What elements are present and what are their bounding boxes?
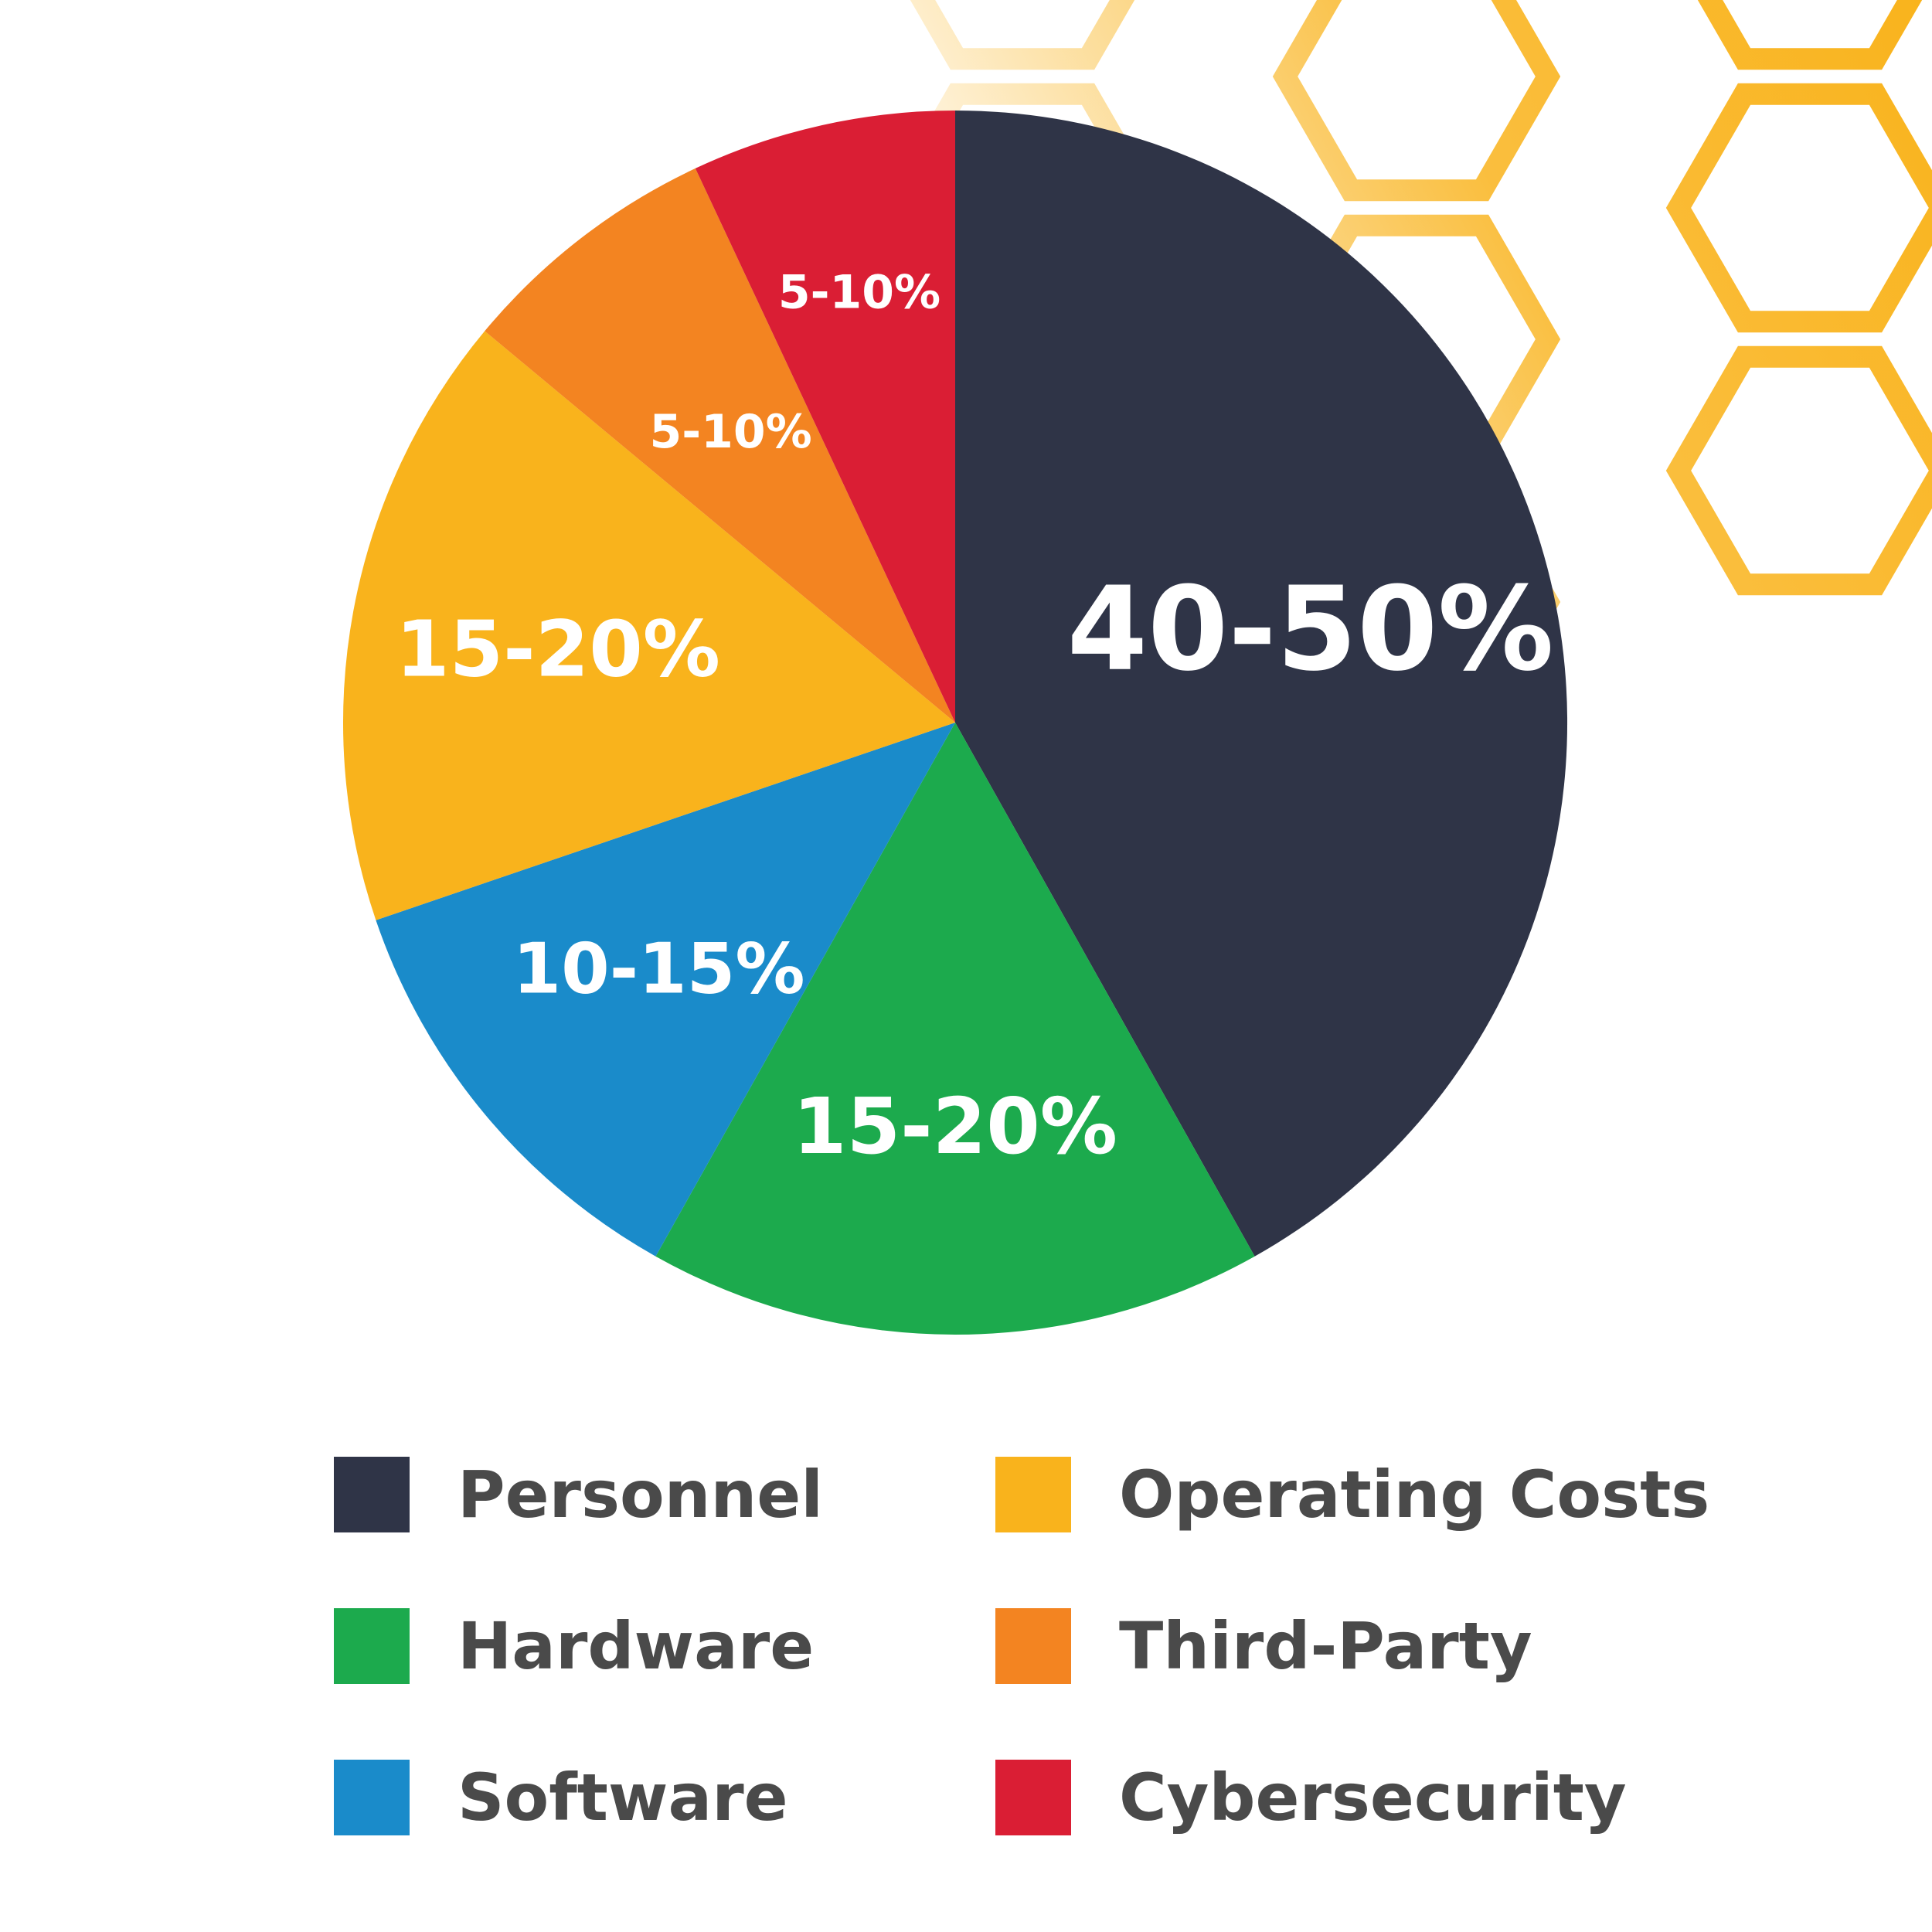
slice-label-cybersecurity: 5-10% <box>778 265 940 319</box>
slice-label-software: 10-15% <box>512 929 804 1010</box>
legend-item-third-party: Third-Party <box>995 1607 1532 1685</box>
pie-slice-hardware <box>655 723 1255 1335</box>
legend-label-third-party: Third-Party <box>1119 1608 1532 1684</box>
slice-label-hardware: 15-20% <box>793 1081 1117 1172</box>
legend-label-personnel: Personnel <box>457 1457 824 1532</box>
legend-item-cybersecurity: Cybersecurity <box>995 1759 1627 1836</box>
hexagon-shape <box>1272 0 1561 202</box>
legend-swatch-cybersecurity <box>995 1760 1071 1835</box>
legend: Personnel Hardware Software Operating Costs… <box>334 1456 1802 1842</box>
pie-slice-third-party <box>485 168 955 723</box>
legend-item-operating-costs: Operating Costs <box>995 1456 1709 1533</box>
pie-slice-personnel <box>955 111 1568 1257</box>
legend-swatch-operating-costs <box>995 1457 1071 1532</box>
legend-label-cybersecurity: Cybersecurity <box>1119 1760 1627 1835</box>
pie-slice-software <box>376 723 955 1257</box>
legend-label-software: Software <box>457 1760 788 1835</box>
legend-swatch-software <box>334 1760 410 1835</box>
legend-item-hardware: Hardware <box>334 1607 814 1685</box>
hexagon-shape <box>1665 83 1932 333</box>
legend-label-hardware: Hardware <box>457 1608 815 1684</box>
slice-label-personnel: 40-50% <box>1067 563 1554 697</box>
pie-slice-operating-costs <box>342 331 955 920</box>
slice-label-third-party: 5-10% <box>649 405 811 459</box>
legend-item-personnel: Personnel <box>334 1456 823 1533</box>
legend-swatch-hardware <box>334 1608 410 1684</box>
pie-slice-cybersecurity <box>695 111 955 723</box>
legend-label-operating-costs: Operating Costs <box>1119 1457 1710 1532</box>
slice-label-operating-costs: 15-20% <box>396 604 720 695</box>
hexagon-shape <box>1697 0 1923 70</box>
legend-swatch-personnel <box>334 1457 410 1532</box>
legend-item-software: Software <box>334 1759 788 1836</box>
legend-swatch-third-party <box>995 1608 1071 1684</box>
hexagon-shape <box>910 0 1135 70</box>
hexagon-shape <box>1665 345 1932 596</box>
